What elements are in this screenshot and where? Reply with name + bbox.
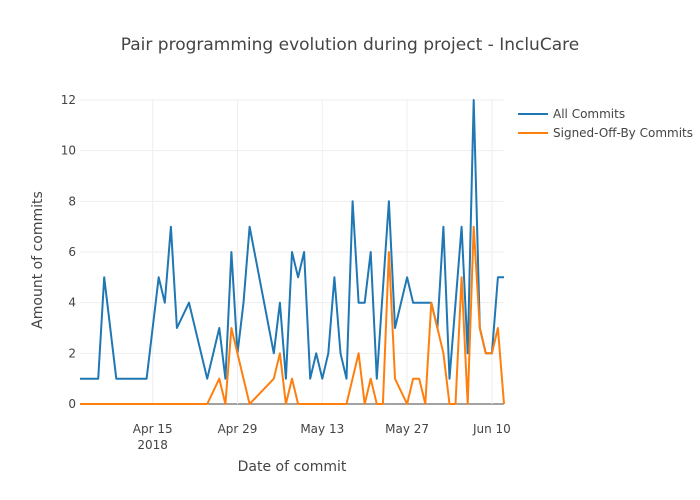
legend-label-signed-off-by-commits: Signed-Off-By Commits [553, 126, 693, 140]
grid-lines [80, 99, 504, 405]
x-tick-label: May 27 [385, 422, 429, 436]
series-line-signed-off-by-commits[interactable] [80, 225, 505, 405]
x-tick-label: May 13 [300, 422, 344, 436]
y-tick-label: 0 [68, 397, 76, 411]
chart-title: Pair programming evolution during projec… [121, 35, 579, 55]
x-tick-label: Apr 29 [218, 422, 258, 436]
y-axis-title: Amount of commits [30, 191, 46, 329]
tick-labels: 0 2 4 6 8 10 12 Apr 15 2018 Apr 29 May 13 May 27 Jun… [61, 93, 511, 452]
y-tick-label: 2 [68, 346, 76, 360]
x-tick-label: Apr 15 [133, 422, 173, 436]
legend-item-all-commits[interactable]: All Commits [518, 107, 625, 121]
legend[interactable]: All Commits Signed-Off-By Commits [518, 107, 693, 140]
y-tick-label: 10 [61, 144, 76, 158]
series-line-all-commits[interactable] [80, 99, 504, 380]
y-tick-label: 4 [68, 296, 76, 310]
x-tick-label: Jun 10 [472, 422, 511, 436]
y-tick-label: 8 [68, 194, 76, 208]
x-axis-title: Date of commit [238, 459, 347, 475]
x-tick-sublabel: 2018 [137, 438, 168, 452]
series-lines [80, 99, 505, 405]
legend-item-signed-off-by-commits[interactable]: Signed-Off-By Commits [518, 126, 693, 140]
legend-label-all-commits: All Commits [553, 107, 625, 121]
y-tick-label: 12 [61, 93, 76, 107]
y-tick-label: 6 [68, 245, 76, 259]
